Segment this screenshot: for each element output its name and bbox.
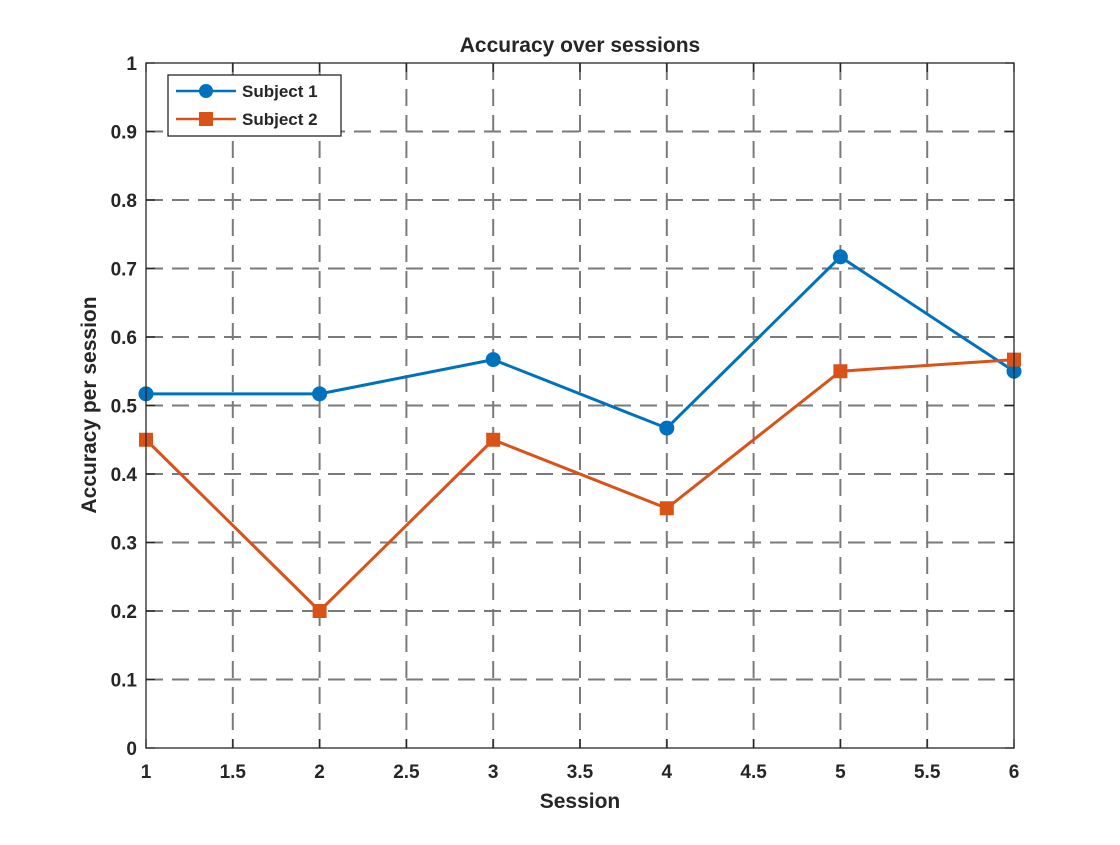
data-point-subject-1: [312, 386, 328, 402]
y-tick-label: 0.7: [111, 260, 137, 281]
x-tick-label: 3: [488, 762, 499, 783]
legend-box: [167, 74, 342, 137]
y-tick-label: 0.2: [111, 602, 137, 623]
tick-labels: 1 1.5 2 2.5 3 3.5 4 4.5 5 5.5 6 0 0.1 0.2 0.3 0.4 0.5 0.6…: [111, 54, 1020, 783]
series-layer: [138, 249, 1022, 618]
y-tick-label: 0.8: [111, 191, 137, 212]
legend-label-subject-2: Subject 2: [242, 110, 318, 129]
y-tick-label: 0.3: [111, 534, 137, 555]
y-tick-label: 0.1: [111, 671, 138, 692]
legend-label-subject-1: Subject 1: [242, 82, 318, 101]
series-line-subject-2: [144, 358, 1015, 613]
data-point-subject-2: [312, 604, 327, 618]
x-tick-label: 2.5: [393, 762, 420, 783]
data-point-subject-2: [833, 364, 848, 379]
data-point-subject-1: [832, 249, 848, 265]
legend-marker-subject-2: [199, 112, 213, 126]
y-tick-label: 1: [126, 54, 137, 75]
y-axis-title: Accuracy per session: [78, 296, 101, 513]
y-tick-label: 0.4: [111, 465, 138, 486]
data-point-subject-2: [486, 432, 501, 447]
ticks: [145, 62, 1015, 749]
data-point-subject-1: [485, 352, 501, 368]
series-line-subject-1: [146, 255, 1015, 430]
y-tick-label: 0.6: [111, 328, 137, 349]
chart-title: Accuracy over sessions: [460, 34, 700, 57]
x-axis-title: Session: [540, 790, 621, 813]
x-tick-label: 4: [662, 762, 673, 783]
x-tick-label: 4.5: [740, 762, 767, 783]
x-tick-label: 1: [141, 762, 152, 783]
legend: Subject 1 Subject 2: [167, 74, 342, 137]
x-tick-label: 5.5: [914, 762, 941, 783]
legend-marker-subject-1: [199, 84, 213, 98]
x-tick-label: 3.5: [567, 762, 594, 783]
x-tick-label: 6: [1009, 762, 1020, 783]
data-point-subject-1: [659, 420, 675, 436]
y-tick-label: 0: [126, 739, 137, 760]
data-point-subject-2: [659, 501, 674, 516]
y-tick-label: 0.5: [111, 397, 138, 418]
x-tick-label: 5: [835, 762, 846, 783]
y-tick-label: 0.9: [111, 123, 137, 144]
x-tick-label: 2: [314, 762, 325, 783]
x-tick-label: 1.5: [220, 762, 247, 783]
